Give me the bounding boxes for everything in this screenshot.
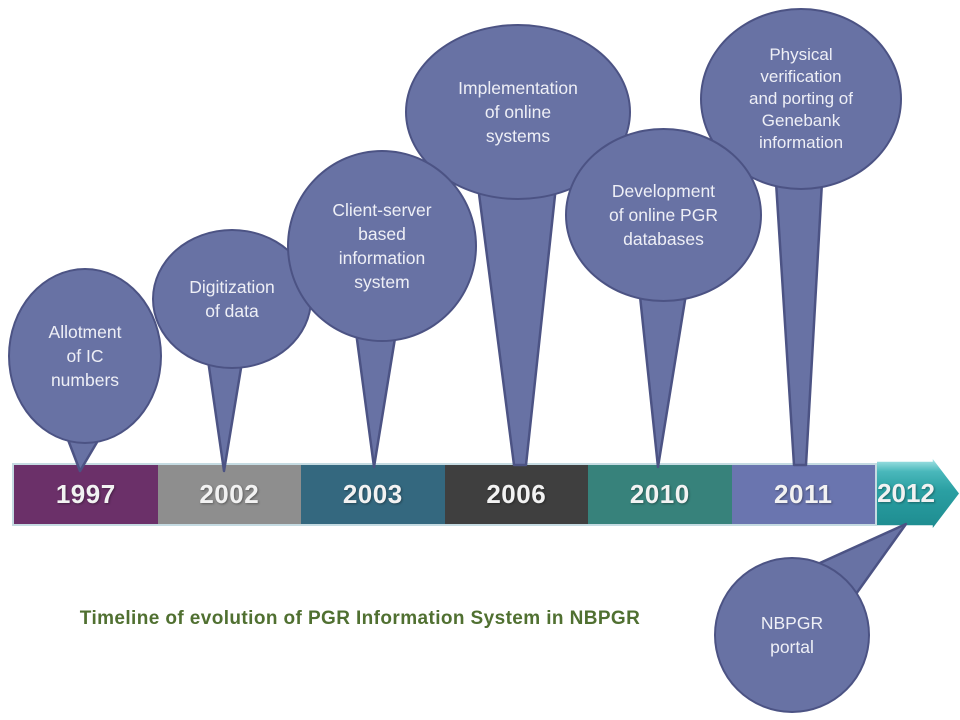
tail-2002 bbox=[205, 351, 245, 473]
tail-2003 bbox=[354, 330, 398, 469]
timeline-segment-2002: 2002 bbox=[157, 465, 301, 524]
bubble-label: NBPGR portal bbox=[760, 612, 824, 657]
timeline-segment-2006: 2006 bbox=[444, 465, 588, 524]
timeline-bar: 1997 2002 2003 2006 2010 2011 bbox=[12, 463, 877, 526]
bubble-allotment-ic-numbers: Allotment of IC numbers bbox=[8, 268, 162, 444]
bubble-label: Physical verification and porting of Gen… bbox=[749, 44, 853, 153]
diagram-caption: Timeline of evolution of PGR Information… bbox=[79, 608, 641, 629]
bubble-client-server-system: Client-server based information system bbox=[287, 150, 477, 342]
bubble-development-pgr-databases: Development of online PGR databases bbox=[565, 128, 762, 302]
timeline-arrow-2012: 2012 bbox=[877, 459, 959, 528]
tail-2011 bbox=[774, 180, 824, 467]
tail-2006 bbox=[476, 184, 558, 467]
bubble-label: Digitization of data bbox=[189, 276, 275, 321]
bubble-nbpgr-portal: NBPGR portal bbox=[714, 557, 870, 713]
bubble-label: Implementation of online systems bbox=[458, 77, 578, 147]
tail-2010 bbox=[638, 292, 688, 469]
bubble-label: Development of online PGR databases bbox=[609, 180, 718, 250]
bubble-label: Allotment of IC numbers bbox=[48, 321, 122, 391]
timeline-segment-2003: 2003 bbox=[301, 465, 445, 524]
bubble-label: Client-server based information system bbox=[332, 199, 432, 293]
timeline-segment-2010: 2010 bbox=[588, 465, 732, 524]
timeline-segment-2011: 2011 bbox=[731, 465, 875, 524]
timeline-segment-1997: 1997 bbox=[14, 465, 158, 524]
